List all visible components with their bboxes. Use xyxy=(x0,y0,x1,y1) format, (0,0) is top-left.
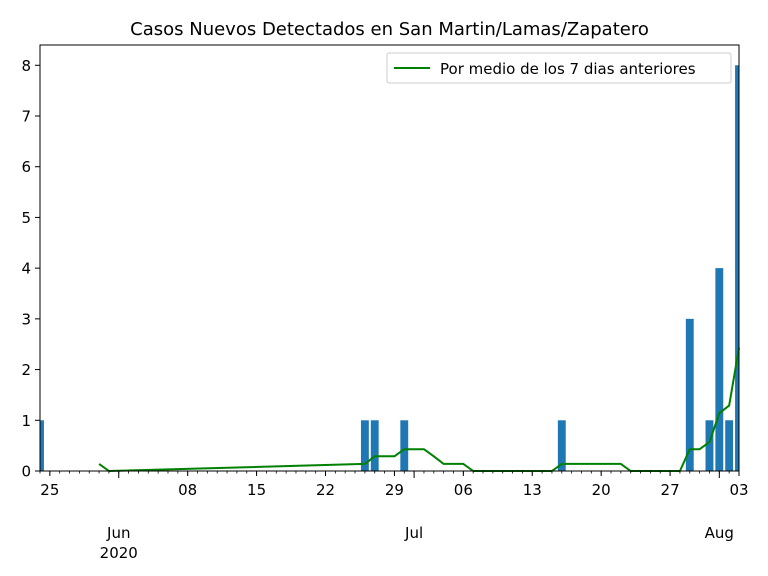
bar xyxy=(40,420,44,471)
bar xyxy=(557,420,566,471)
x-tick-label: 03 xyxy=(729,481,748,499)
bar xyxy=(685,318,694,471)
legend: Por medio de los 7 dias anteriores xyxy=(386,52,732,84)
x-tick-label: 08 xyxy=(178,481,197,499)
series-line xyxy=(98,347,740,472)
x-month-label: Jun xyxy=(106,524,130,542)
plot-frame xyxy=(39,44,740,472)
bar xyxy=(400,420,409,471)
x-tick-label: 22 xyxy=(316,481,335,499)
bar xyxy=(370,420,379,471)
y-tick-label: 0 xyxy=(21,463,31,481)
x-month-label: Aug xyxy=(705,524,734,542)
bar xyxy=(360,420,369,471)
y-tick-label: 2 xyxy=(21,361,31,379)
x-tick-label: 29 xyxy=(385,481,404,499)
bar xyxy=(705,420,714,471)
y-tick-label: 6 xyxy=(21,158,31,176)
x-tick-label: 20 xyxy=(592,481,611,499)
bar xyxy=(725,420,734,471)
bar xyxy=(735,65,739,472)
x-tick-label: 25 xyxy=(40,481,59,499)
x-month-label: Jul xyxy=(404,524,423,542)
x-axis: 25 08 15 22 29 06 13 20 27 03 Jun 2020 Jul Aug xyxy=(39,471,749,562)
bar-series xyxy=(40,65,739,472)
chart-title: Casos Nuevos Detectados en San Martin/La… xyxy=(130,19,649,40)
y-tick-label: 8 xyxy=(21,57,31,75)
x-tick-label: 13 xyxy=(523,481,542,499)
legend-label: Por medio de los 7 dias anteriores xyxy=(440,60,696,78)
x-tick-label: 27 xyxy=(661,481,680,499)
y-axis: 0 1 2 3 4 5 6 7 8 xyxy=(21,57,40,481)
bar xyxy=(715,268,724,471)
y-tick-label: 1 xyxy=(21,412,31,430)
y-tick-label: 4 xyxy=(21,260,31,278)
legend-box xyxy=(386,52,732,84)
x-tick-label: 06 xyxy=(454,481,473,499)
y-tick-label: 7 xyxy=(21,108,31,126)
x-tick-label: 15 xyxy=(247,481,266,499)
y-tick-label: 5 xyxy=(21,209,31,227)
x-year-label: 2020 xyxy=(100,544,138,562)
line-series xyxy=(98,347,740,472)
y-tick-label: 3 xyxy=(21,310,31,328)
